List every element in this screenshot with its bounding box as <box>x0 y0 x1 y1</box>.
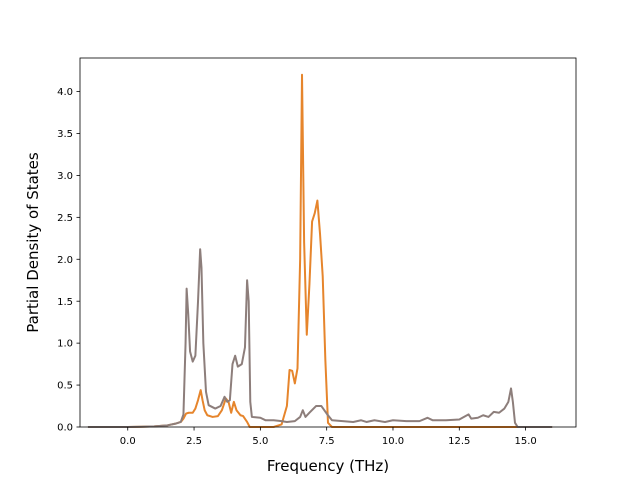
x-axis-ticks: 0.0 2.5 5.0 7.5 10.0 12.5 15.0 <box>120 427 537 447</box>
x-tick-label: 5.0 <box>252 436 268 447</box>
y-tick-label: 1.0 <box>57 339 73 350</box>
y-tick-label: 2.5 <box>57 213 73 224</box>
y-tick-label: 0.0 <box>57 423 73 434</box>
series-layer <box>87 73 553 428</box>
x-tick-label: 12.5 <box>448 436 470 447</box>
x-tick-label: 10.0 <box>382 436 404 447</box>
y-tick-label: 3.5 <box>57 129 73 140</box>
y-tick-label: 3.0 <box>57 171 73 182</box>
y-tick-label: 0.5 <box>57 381 73 392</box>
x-tick-label: 15.0 <box>514 436 536 447</box>
x-tick-label: 2.5 <box>186 436 202 447</box>
x-axis-label: Frequency (THz) <box>267 457 389 475</box>
x-tick-label: 0.0 <box>120 436 136 447</box>
y-tick-label: 1.5 <box>57 297 73 308</box>
x-tick-label: 7.5 <box>319 436 335 447</box>
series-line-2 <box>87 248 553 428</box>
y-axis-ticks: 0.0 0.5 1.0 1.5 2.0 2.5 3.0 3.5 4.0 <box>57 87 80 434</box>
y-tick-label: 2.0 <box>57 255 73 266</box>
y-tick-label: 4.0 <box>57 87 73 98</box>
series-line-1 <box>87 73 553 428</box>
plot-area <box>79 57 577 428</box>
y-axis-label: Partial Density of States <box>24 152 42 333</box>
axes-frame <box>79 57 577 428</box>
axes-background <box>80 58 576 427</box>
